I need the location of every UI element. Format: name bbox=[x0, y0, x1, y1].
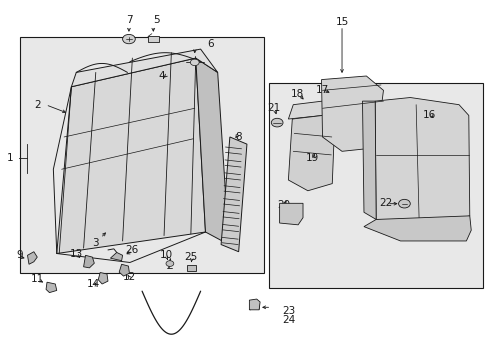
Polygon shape bbox=[98, 273, 108, 284]
Bar bbox=[148, 36, 158, 41]
Text: 14: 14 bbox=[86, 279, 100, 289]
Text: 22: 22 bbox=[379, 198, 392, 208]
Text: 16: 16 bbox=[422, 111, 435, 121]
Text: 9: 9 bbox=[16, 250, 22, 260]
Polygon shape bbox=[249, 299, 260, 310]
Polygon shape bbox=[46, 282, 57, 293]
Text: 21: 21 bbox=[266, 103, 280, 113]
Text: 23: 23 bbox=[281, 306, 294, 316]
Circle shape bbox=[398, 199, 409, 208]
Polygon shape bbox=[119, 264, 129, 276]
Text: 5: 5 bbox=[153, 15, 160, 26]
Polygon shape bbox=[362, 101, 375, 220]
Text: 7: 7 bbox=[126, 15, 133, 26]
Text: 12: 12 bbox=[123, 272, 136, 282]
Text: 8: 8 bbox=[234, 132, 241, 142]
Text: 13: 13 bbox=[69, 248, 83, 258]
Text: 2: 2 bbox=[34, 100, 41, 110]
Text: 10: 10 bbox=[160, 250, 173, 260]
Text: 17: 17 bbox=[315, 85, 328, 95]
Circle shape bbox=[165, 261, 173, 266]
Polygon shape bbox=[110, 252, 122, 261]
Polygon shape bbox=[288, 101, 322, 119]
Text: 25: 25 bbox=[184, 252, 197, 262]
Text: 6: 6 bbox=[206, 39, 213, 49]
Polygon shape bbox=[27, 252, 37, 264]
Polygon shape bbox=[221, 137, 246, 252]
Text: 19: 19 bbox=[305, 153, 319, 163]
Text: 3: 3 bbox=[92, 238, 99, 248]
Circle shape bbox=[271, 118, 283, 127]
Polygon shape bbox=[279, 203, 303, 225]
Bar bbox=[20, 37, 264, 273]
Polygon shape bbox=[83, 255, 94, 268]
Text: 24: 24 bbox=[281, 315, 294, 325]
Polygon shape bbox=[374, 98, 469, 226]
Text: 1: 1 bbox=[7, 153, 14, 163]
Text: 26: 26 bbox=[125, 245, 139, 255]
Text: 4: 4 bbox=[158, 71, 164, 81]
Bar bbox=[268, 83, 483, 288]
Polygon shape bbox=[71, 49, 217, 87]
Circle shape bbox=[122, 35, 135, 44]
Polygon shape bbox=[57, 58, 205, 253]
Text: 15: 15 bbox=[335, 17, 348, 27]
Text: 20: 20 bbox=[276, 200, 289, 210]
Bar bbox=[186, 265, 195, 271]
Polygon shape bbox=[321, 76, 383, 151]
Circle shape bbox=[190, 59, 199, 66]
Text: 18: 18 bbox=[290, 89, 303, 99]
Polygon shape bbox=[363, 216, 470, 241]
Text: 11: 11 bbox=[31, 274, 44, 284]
Polygon shape bbox=[195, 58, 228, 244]
Polygon shape bbox=[288, 116, 334, 191]
